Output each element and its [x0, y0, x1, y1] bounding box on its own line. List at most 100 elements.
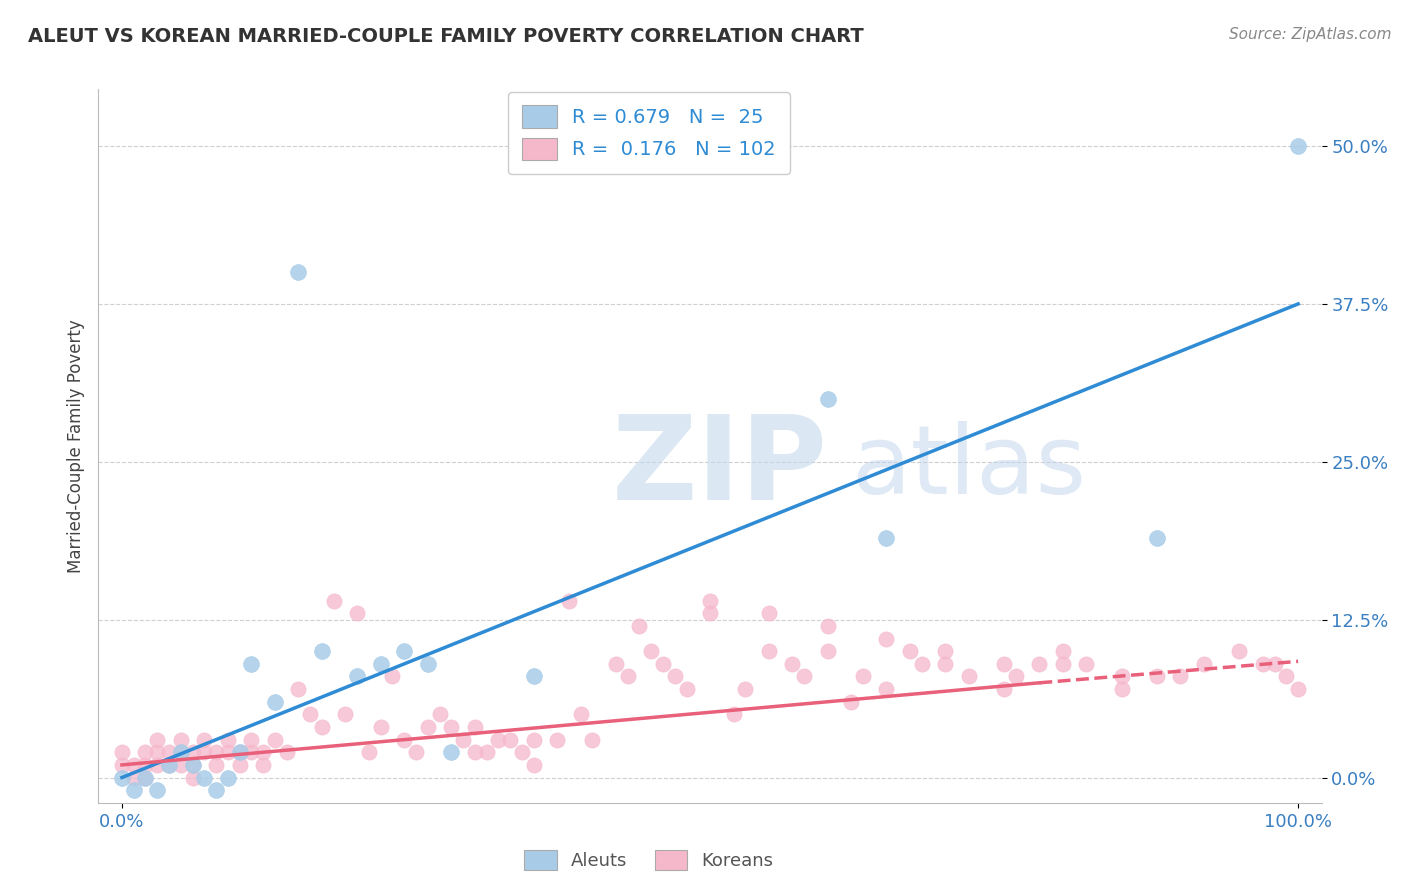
Point	[252, 758, 274, 772]
Point	[616, 669, 638, 683]
Text: atlas: atlas	[851, 421, 1085, 514]
Point	[392, 732, 415, 747]
Point	[1146, 531, 1168, 545]
Point	[205, 783, 228, 797]
Point	[1111, 669, 1133, 683]
Point	[217, 745, 239, 759]
Legend: Aleuts, Koreans: Aleuts, Koreans	[515, 840, 783, 880]
Point	[523, 758, 546, 772]
Point	[993, 682, 1015, 697]
Point	[993, 657, 1015, 671]
Point	[486, 732, 509, 747]
Point	[405, 745, 427, 759]
Point	[734, 682, 756, 697]
Point	[1286, 682, 1309, 697]
Point	[664, 669, 686, 683]
Point	[299, 707, 322, 722]
Point	[370, 657, 392, 671]
Point	[934, 657, 956, 671]
Point	[146, 783, 169, 797]
Point	[146, 758, 169, 772]
Point	[1227, 644, 1250, 658]
Point	[392, 644, 415, 658]
Point	[181, 758, 204, 772]
Point	[287, 265, 309, 279]
Point	[205, 745, 228, 759]
Point	[628, 619, 651, 633]
Point	[852, 669, 875, 683]
Point	[1146, 669, 1168, 683]
Point	[157, 745, 180, 759]
Point	[640, 644, 662, 658]
Point	[181, 758, 204, 772]
Point	[1192, 657, 1215, 671]
Point	[122, 771, 145, 785]
Point	[817, 619, 839, 633]
Point	[240, 657, 263, 671]
Point	[146, 732, 169, 747]
Point	[381, 669, 404, 683]
Point	[440, 720, 463, 734]
Point	[193, 771, 215, 785]
Point	[240, 745, 263, 759]
Point	[157, 758, 180, 772]
Point	[875, 632, 897, 646]
Point	[782, 657, 804, 671]
Point	[134, 745, 156, 759]
Point	[793, 669, 815, 683]
Point	[1028, 657, 1050, 671]
Point	[605, 657, 627, 671]
Point	[699, 593, 721, 607]
Point	[228, 745, 250, 759]
Point	[217, 771, 239, 785]
Point	[146, 745, 169, 759]
Text: ZIP: ZIP	[612, 410, 828, 524]
Point	[1004, 669, 1026, 683]
Point	[875, 531, 897, 545]
Point	[499, 732, 522, 747]
Point	[758, 644, 780, 658]
Point	[440, 745, 463, 759]
Point	[134, 771, 156, 785]
Point	[263, 695, 285, 709]
Text: Source: ZipAtlas.com: Source: ZipAtlas.com	[1229, 27, 1392, 42]
Point	[252, 745, 274, 759]
Point	[228, 745, 250, 759]
Point	[546, 732, 568, 747]
Point	[276, 745, 298, 759]
Point	[193, 732, 215, 747]
Point	[1286, 139, 1309, 153]
Point	[311, 644, 333, 658]
Point	[429, 707, 451, 722]
Point	[416, 657, 439, 671]
Point	[170, 732, 193, 747]
Point	[357, 745, 380, 759]
Point	[181, 745, 204, 759]
Point	[1275, 669, 1298, 683]
Point	[1111, 682, 1133, 697]
Point	[322, 593, 344, 607]
Point	[839, 695, 862, 709]
Point	[263, 732, 285, 747]
Point	[370, 720, 392, 734]
Point	[464, 745, 486, 759]
Point	[181, 771, 204, 785]
Point	[170, 758, 193, 772]
Point	[170, 745, 193, 759]
Point	[652, 657, 675, 671]
Point	[957, 669, 980, 683]
Point	[1052, 644, 1074, 658]
Point	[1076, 657, 1098, 671]
Point	[523, 732, 546, 747]
Point	[193, 745, 215, 759]
Point	[240, 732, 263, 747]
Point	[228, 758, 250, 772]
Point	[134, 771, 156, 785]
Point	[699, 607, 721, 621]
Point	[1170, 669, 1192, 683]
Point	[205, 758, 228, 772]
Point	[1052, 657, 1074, 671]
Y-axis label: Married-Couple Family Poverty: Married-Couple Family Poverty	[66, 319, 84, 573]
Point	[111, 771, 134, 785]
Point	[510, 745, 533, 759]
